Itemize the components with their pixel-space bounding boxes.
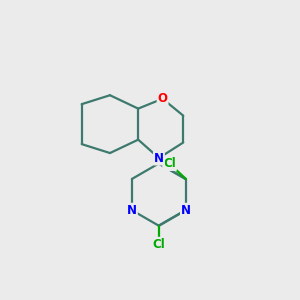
Text: Cl: Cl bbox=[152, 238, 165, 251]
Text: N: N bbox=[127, 204, 137, 217]
Text: N: N bbox=[181, 204, 191, 217]
Text: Cl: Cl bbox=[163, 157, 176, 170]
Text: N: N bbox=[154, 152, 164, 164]
Text: O: O bbox=[158, 92, 168, 105]
